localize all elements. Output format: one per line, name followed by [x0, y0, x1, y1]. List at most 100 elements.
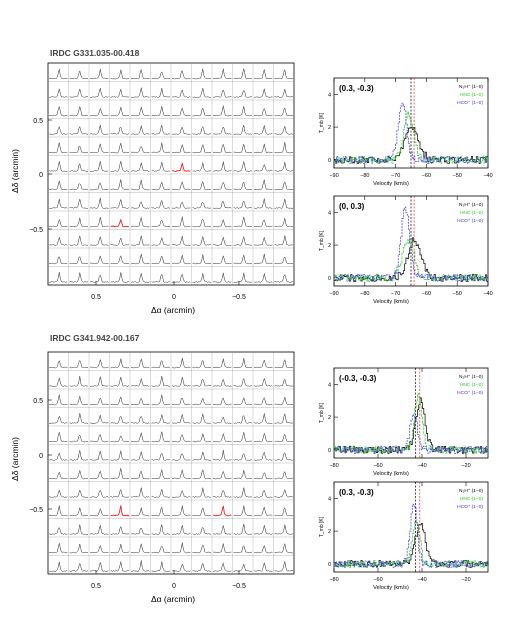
mini-spectrum [274, 68, 294, 80]
mini-spectrum [110, 198, 130, 209]
x-tick-label: −90 [329, 173, 338, 179]
x-axis-label: Δα (arcmin) [151, 594, 195, 604]
y-tick-label: −0.5 [29, 507, 43, 514]
x-tick-label: −80 [360, 291, 369, 297]
mini-spectrum [253, 506, 273, 517]
mini-spectrum [151, 87, 171, 98]
mini-spectrum [253, 451, 273, 461]
mini-spectrum [192, 507, 212, 517]
mini-spectrum [69, 272, 89, 283]
mini-spectrum [274, 452, 294, 461]
plot-frame [333, 481, 489, 573]
mini-spectrum [151, 394, 171, 406]
mini-spectrum [49, 199, 68, 209]
mini-spectrum [212, 272, 232, 283]
mini-spectrum [233, 89, 253, 98]
mini-spectrum [110, 415, 130, 424]
mini-spectrum [253, 561, 273, 572]
mini-spectrum [233, 377, 253, 387]
mini-spectrum [233, 216, 253, 228]
y-tick-label: 0 [39, 453, 43, 460]
mini-spectrum [130, 450, 150, 461]
mini-spectrum [90, 255, 109, 265]
y-axis-label: T_mb [K] [319, 516, 325, 537]
mini-spectrum [274, 470, 294, 480]
mini-spectrum [110, 143, 130, 154]
mini-spectrum [192, 359, 212, 369]
mini-spectrum [172, 469, 191, 479]
x-tick-label: −70 [391, 173, 400, 179]
y-tick-label: 4 [328, 92, 331, 98]
mini-spectrum [274, 162, 294, 172]
mini-spectrum [274, 396, 294, 406]
mini-spectrum [253, 108, 273, 117]
mini-spectrum [69, 106, 89, 117]
mini-spectrum [233, 415, 253, 424]
mini-spectrum [110, 525, 130, 535]
mini-spectrum [274, 142, 294, 154]
mini-spectrum [233, 181, 252, 191]
y-tick-label: 0 [39, 172, 43, 179]
mini-spectrum [90, 69, 109, 80]
mini-spectrum [110, 468, 130, 480]
mini-spectrum [274, 181, 294, 191]
mini-spectrum [130, 507, 150, 517]
mini-spectrum [89, 450, 109, 461]
mini-spectrum [69, 543, 89, 554]
x-tick-label: −40 [483, 173, 492, 179]
mini-spectrum [151, 414, 171, 424]
mini-spectrum [192, 487, 212, 498]
x-tick-label: −50 [453, 173, 462, 179]
mini-spectrum [110, 543, 130, 554]
x-tick-label: −20 [461, 463, 470, 469]
mini-spectrum [89, 525, 109, 535]
mini-spectrum [212, 143, 232, 154]
mini-spectrum [130, 543, 150, 554]
mini-spectrum [130, 470, 150, 480]
mini-spectrum [192, 378, 211, 387]
mini-spectrum [130, 217, 150, 228]
legend-entry: HCO⁺ (1−0) [457, 100, 483, 106]
mini-spectrum [48, 359, 68, 369]
mini-spectrum [69, 125, 89, 135]
mini-spectrum [274, 218, 294, 228]
mini-spectrum [151, 161, 171, 172]
series-line [334, 414, 489, 454]
mini-spectrum [213, 489, 232, 498]
mini-spectrum [253, 125, 273, 135]
mini-spectrum [253, 397, 273, 406]
mini-spectrum [212, 89, 232, 98]
mini-spectrum [253, 88, 273, 98]
mini-spectrum [233, 396, 253, 406]
mini-spectrum [69, 183, 89, 191]
mini-spectrum [151, 142, 170, 154]
mini-spectrum [110, 377, 130, 387]
mini-spectrum [48, 126, 68, 135]
mini-spectrum [212, 181, 232, 191]
mini-spectrum [212, 397, 232, 406]
mini-spectrum [274, 433, 294, 443]
x-tick-label: −80 [329, 577, 338, 583]
position-label: (-0.3, -0.3) [339, 374, 377, 383]
legend-entry: N₂H⁺ (1−0) [459, 488, 483, 494]
mini-spectrum [233, 487, 253, 498]
mini-spectrum [69, 163, 89, 172]
mini-spectrum [253, 179, 273, 191]
y-tick-label: 0 [328, 448, 331, 454]
mini-spectrum [233, 254, 253, 265]
mini-spectrum [171, 181, 191, 191]
x-axis-label: Velocity (km/s) [373, 585, 409, 591]
mini-spectrum [233, 563, 253, 572]
series-line [334, 102, 488, 164]
y-axis-label: T_mb [K] [319, 112, 325, 133]
mini-spectrum [171, 143, 191, 154]
y-tick-label: 2 [328, 529, 331, 535]
mini-spectrum [233, 357, 253, 369]
mini-spectrum [172, 397, 191, 406]
mini-spectrum [151, 71, 171, 80]
mini-spectrum [253, 413, 273, 424]
legend-entry: HNC (1−0) [460, 382, 483, 388]
mini-spectrum [48, 526, 68, 535]
mini-spectrum [69, 470, 89, 480]
x-tick-label: −20 [461, 577, 470, 583]
